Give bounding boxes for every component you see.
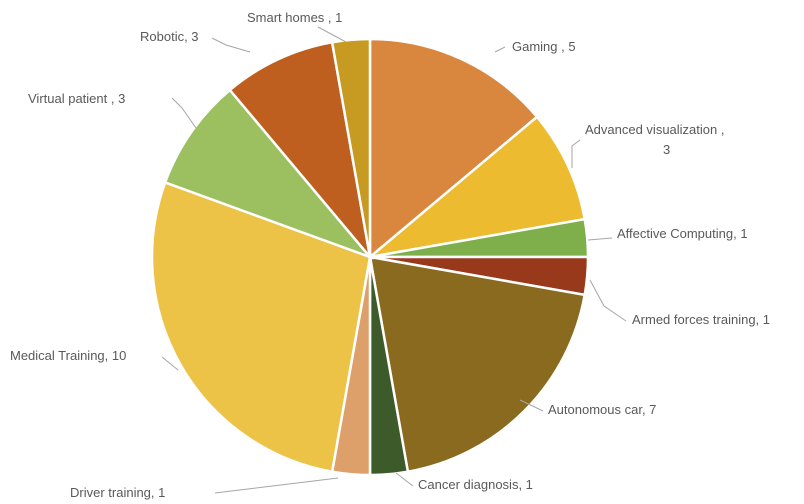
leader-line-virtual-patient	[171, 97, 197, 129]
leader-line-gaming	[494, 46, 506, 53]
leader-line-advanced-visualization	[571, 139, 581, 168]
leader-line-autonomous-car	[519, 399, 544, 412]
slices-layer	[150, 37, 590, 477]
data-label-smart-homes: Smart homes , 1	[247, 10, 342, 25]
slice-advanced-visualization	[365, 115, 587, 260]
data-label-line: Gaming , 5	[512, 39, 576, 54]
data-label-line: Robotic, 3	[140, 29, 199, 44]
leader-line-armed-forces-training	[589, 279, 627, 322]
data-label-affective-computing: Affective Computing, 1	[617, 226, 748, 241]
leader-line-cancer-diagnosis	[395, 472, 414, 487]
leader-line-robotic	[211, 37, 251, 53]
slice-smart-homes	[330, 37, 372, 258]
slice-medical-training	[150, 180, 372, 474]
data-label-autonomous-car: Autonomous car, 7	[548, 402, 656, 417]
data-label-line: Affective Computing, 1	[617, 226, 748, 241]
data-label-armed-forces-training: Armed forces training, 1	[632, 312, 770, 327]
data-label-line: Autonomous car, 7	[548, 402, 656, 417]
data-label-cancer-diagnosis: Cancer diagnosis, 1	[418, 477, 533, 492]
data-label-line: Cancer diagnosis, 1	[418, 477, 533, 492]
data-label-gaming: Gaming , 5	[512, 39, 576, 54]
data-label-driver-training: Driver training, 1	[70, 485, 165, 500]
data-label-line: Smart homes , 1	[247, 10, 342, 25]
leader-line-medical-training	[161, 356, 179, 371]
leader-line-smart-homes	[317, 26, 347, 43]
data-label-medical-training: Medical Training, 10	[10, 348, 126, 363]
slice-autonomous-car	[368, 255, 587, 474]
data-label-advanced-visualization: Advanced visualization , 3	[585, 122, 724, 157]
leader-line-affective-computing	[587, 237, 613, 241]
slice-virtual-patient	[163, 88, 374, 260]
data-label-line: Advanced visualization ,	[585, 122, 724, 137]
data-label-line: Medical Training, 10	[10, 348, 126, 363]
data-label-virtual-patient: Virtual patient , 3	[28, 91, 125, 106]
data-label-line: Driver training, 1	[70, 485, 165, 500]
data-label-line: Virtual patient , 3	[28, 91, 125, 106]
data-label-robotic: Robotic, 3	[140, 29, 199, 44]
slice-gaming	[368, 37, 539, 260]
leader-lines-layer	[161, 26, 627, 494]
slice-robotic	[228, 40, 373, 262]
data-label-line: 3	[663, 142, 670, 157]
data-label-line: Armed forces training, 1	[632, 312, 770, 327]
labels-layer: Gaming , 5 Advanced visualization , 3 Affec…	[10, 10, 770, 500]
leader-line-driver-training	[214, 477, 339, 494]
